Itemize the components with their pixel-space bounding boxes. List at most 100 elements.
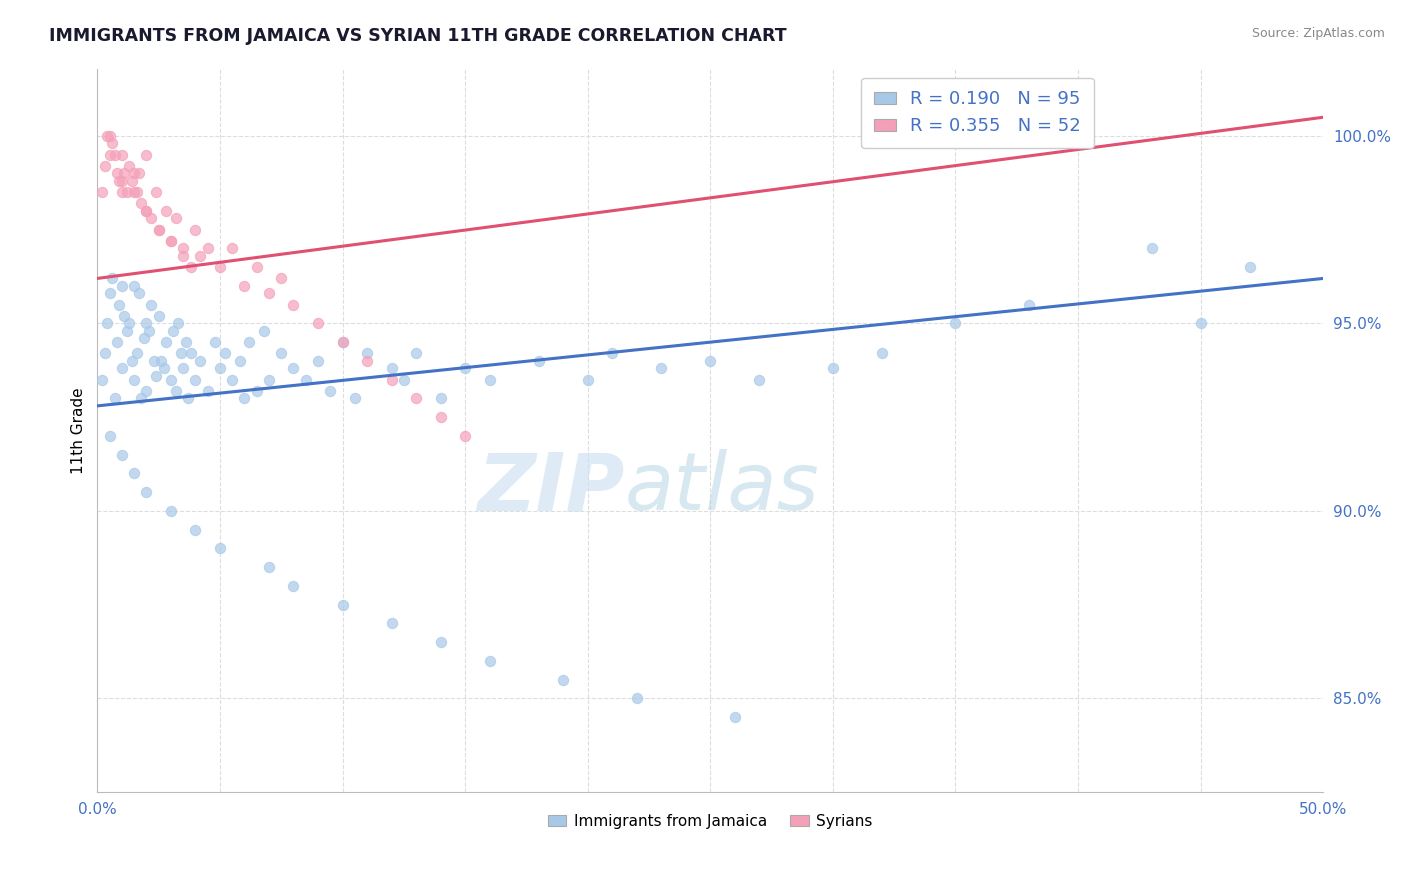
Point bbox=[332, 335, 354, 350]
Point bbox=[381, 373, 404, 387]
Point bbox=[283, 298, 305, 312]
Point bbox=[246, 260, 269, 275]
Point bbox=[197, 242, 219, 256]
Point bbox=[1189, 317, 1212, 331]
Point bbox=[121, 354, 143, 368]
Point bbox=[253, 324, 276, 338]
Point bbox=[650, 361, 672, 376]
Text: Source: ZipAtlas.com: Source: ZipAtlas.com bbox=[1251, 27, 1385, 40]
Point bbox=[204, 335, 226, 350]
Point bbox=[145, 185, 167, 199]
Point bbox=[184, 373, 207, 387]
Point bbox=[184, 523, 207, 537]
Point bbox=[105, 335, 128, 350]
Point bbox=[141, 211, 163, 226]
Point bbox=[98, 128, 121, 143]
Point bbox=[172, 249, 194, 263]
Text: atlas: atlas bbox=[624, 449, 820, 527]
Point bbox=[98, 147, 121, 161]
Point bbox=[122, 185, 145, 199]
Point bbox=[160, 234, 183, 248]
Point bbox=[160, 234, 183, 248]
Point bbox=[115, 185, 138, 199]
Point bbox=[332, 598, 354, 612]
Point bbox=[553, 673, 575, 687]
Point bbox=[115, 324, 138, 338]
Point bbox=[177, 392, 200, 406]
Point bbox=[405, 346, 427, 360]
Point bbox=[208, 541, 231, 556]
Point bbox=[96, 317, 118, 331]
Point bbox=[122, 279, 145, 293]
Point bbox=[135, 485, 157, 500]
Point bbox=[105, 166, 128, 180]
Point bbox=[150, 354, 173, 368]
Point bbox=[155, 335, 177, 350]
Point bbox=[125, 346, 148, 360]
Point bbox=[208, 260, 231, 275]
Point bbox=[91, 373, 114, 387]
Legend: Immigrants from Jamaica, Syrians: Immigrants from Jamaica, Syrians bbox=[541, 808, 879, 835]
Point bbox=[111, 147, 134, 161]
Point bbox=[141, 298, 163, 312]
Y-axis label: 11th Grade: 11th Grade bbox=[72, 387, 86, 474]
Point bbox=[135, 147, 157, 161]
Point bbox=[576, 373, 599, 387]
Point bbox=[174, 335, 197, 350]
Point bbox=[270, 271, 292, 285]
Point bbox=[165, 211, 187, 226]
Point bbox=[128, 166, 150, 180]
Point bbox=[214, 346, 236, 360]
Point bbox=[111, 174, 134, 188]
Point bbox=[152, 361, 174, 376]
Point bbox=[122, 467, 145, 481]
Point bbox=[91, 185, 114, 199]
Point bbox=[332, 335, 354, 350]
Point bbox=[429, 392, 451, 406]
Point bbox=[125, 185, 148, 199]
Point bbox=[160, 373, 183, 387]
Point bbox=[233, 279, 256, 293]
Point bbox=[197, 384, 219, 398]
Point bbox=[93, 159, 115, 173]
Point bbox=[392, 373, 415, 387]
Point bbox=[221, 242, 243, 256]
Point bbox=[96, 128, 118, 143]
Point bbox=[132, 331, 155, 345]
Point bbox=[135, 204, 157, 219]
Point bbox=[98, 429, 121, 443]
Point bbox=[454, 429, 477, 443]
Point bbox=[101, 136, 124, 151]
Point bbox=[257, 286, 280, 301]
Point bbox=[283, 579, 305, 593]
Point bbox=[93, 346, 115, 360]
Point bbox=[821, 361, 844, 376]
Point bbox=[270, 346, 292, 360]
Point bbox=[1140, 242, 1163, 256]
Point bbox=[111, 185, 134, 199]
Point bbox=[180, 260, 202, 275]
Point bbox=[142, 354, 165, 368]
Point bbox=[1018, 298, 1040, 312]
Point bbox=[108, 174, 131, 188]
Point bbox=[188, 249, 211, 263]
Point bbox=[180, 346, 202, 360]
Point bbox=[148, 223, 170, 237]
Point bbox=[160, 504, 183, 518]
Point bbox=[356, 354, 378, 368]
Point bbox=[103, 392, 125, 406]
Point bbox=[478, 373, 501, 387]
Point bbox=[405, 392, 427, 406]
Point bbox=[356, 346, 378, 360]
Point bbox=[103, 147, 125, 161]
Point bbox=[1239, 260, 1261, 275]
Point bbox=[381, 361, 404, 376]
Point bbox=[307, 317, 329, 331]
Point bbox=[228, 354, 250, 368]
Point bbox=[246, 384, 269, 398]
Point bbox=[128, 286, 150, 301]
Point bbox=[184, 223, 207, 237]
Point bbox=[112, 309, 135, 323]
Point bbox=[145, 368, 167, 383]
Point bbox=[307, 354, 329, 368]
